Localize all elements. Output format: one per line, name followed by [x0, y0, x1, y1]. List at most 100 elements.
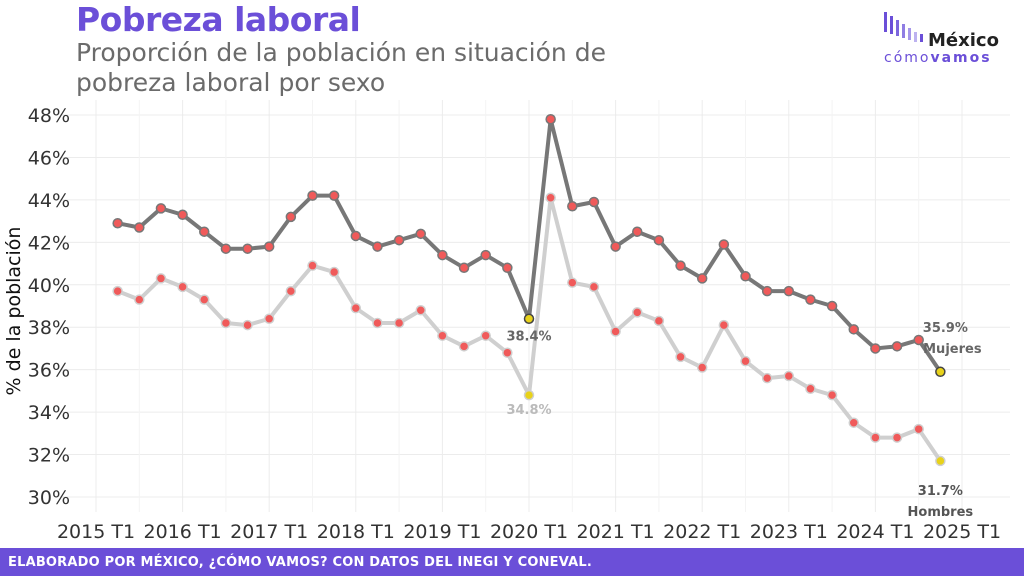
x-tick-label: 2025 T1: [923, 521, 1001, 543]
data-point-hombres: [393, 317, 405, 329]
x-tick-label: 2015 T1: [57, 521, 135, 543]
data-point-mujeres: [112, 217, 123, 229]
chart-title: Pobreza laboral: [76, 0, 361, 39]
data-point-hombres: [740, 355, 751, 367]
data-point-hombres: [480, 330, 491, 341]
data-point-hombres: [199, 294, 210, 305]
data-label-hombres-2020: 34.8%: [506, 403, 551, 418]
logo-text-vamos: vamos: [930, 50, 992, 66]
data-point-mujeres: [891, 341, 903, 352]
data-point-hombres: [588, 281, 600, 293]
data-point-hombres: [177, 281, 188, 293]
data-point-mujeres: [220, 243, 232, 254]
data-point-hombres: [502, 347, 513, 358]
y-tick-label: 36%: [28, 360, 70, 382]
data-point-mujeres: [632, 226, 643, 237]
data-point-mujeres: [653, 234, 665, 246]
data-point-hombres: [696, 362, 708, 373]
data-point-mujeres: [567, 201, 578, 212]
footer-source-text: ELABORADO POR MÉXICO, ¿CÓMO VAMOS? CON D…: [8, 555, 593, 570]
data-point-mujeres: [761, 285, 773, 297]
data-point-mujeres: [458, 262, 470, 274]
data-point-hombres: [134, 294, 145, 305]
x-tick-label: 2018 T1: [317, 521, 395, 543]
data-point-mujeres: [502, 262, 513, 274]
logo-bars-icon: [884, 12, 923, 42]
series-label-hombres: Hombres: [908, 505, 974, 520]
data-point-hombres: [350, 302, 362, 314]
data-point-mujeres: [913, 334, 924, 346]
data-point-hombres: [437, 330, 448, 341]
data-point-mujeres: [437, 249, 448, 261]
chart-subtitle: Proporción de la población en situación …: [76, 38, 606, 97]
data-point-mujeres: [177, 209, 188, 220]
data-point-hombres: [285, 285, 297, 297]
y-tick-label: 32%: [28, 445, 70, 467]
logo-text-como: cómo: [884, 50, 931, 66]
data-point-mujeres: [610, 241, 621, 252]
data-point-mujeres: [545, 113, 556, 125]
data-point-hombres: [372, 317, 383, 329]
data-point-mujeres: [285, 211, 297, 223]
x-tick-label: 2019 T1: [403, 521, 481, 543]
data-point-hombres: [307, 260, 318, 271]
x-tick-label: 2022 T1: [663, 521, 741, 543]
data-point-hombres: [891, 432, 903, 443]
data-point-mujeres: [415, 228, 426, 240]
data-point-mujeres: [783, 285, 795, 297]
y-tick-label: 34%: [28, 402, 70, 424]
x-tick-label: 2023 T1: [750, 521, 828, 543]
y-tick-label: 46%: [28, 147, 70, 169]
data-point-mujeres: [480, 249, 491, 261]
data-point-mujeres: [588, 196, 600, 208]
data-point-mujeres: [372, 241, 383, 252]
data-point-mujeres: [718, 239, 730, 250]
data-point-hombres: [783, 370, 795, 382]
data-point-hombres: [112, 285, 123, 297]
data-point-mujeres: [134, 222, 145, 233]
data-point-mujeres: [696, 273, 708, 284]
y-tick-label: 44%: [28, 190, 70, 212]
data-point-mujeres: [393, 234, 405, 246]
data-point-mujeres: [242, 243, 253, 254]
line-chart: 30% 32% 34% 36% 38% 40% 42% 44% 46% 48% 2015 T1 201…: [3, 100, 1010, 543]
data-label-mujeres-2020: 38.4%: [506, 330, 551, 345]
x-tick-label: 2024 T1: [836, 521, 914, 543]
data-point-mujeres: [935, 366, 946, 378]
data-point-hombres: [675, 351, 686, 363]
data-point-hombres: [913, 423, 924, 435]
data-point-mujeres: [155, 203, 167, 214]
footer-bar: ELABORADO POR MÉXICO, ¿CÓMO VAMOS? CON D…: [0, 548, 1024, 576]
data-point-mujeres: [870, 343, 881, 354]
data-point-mujeres: [263, 241, 275, 252]
data-point-hombres: [718, 319, 730, 331]
data-point-hombres: [632, 307, 643, 318]
series-label-mujeres: Mujeres: [923, 342, 982, 357]
data-point-hombres: [415, 304, 426, 316]
data-point-mujeres: [328, 190, 340, 201]
data-point-mujeres: [307, 190, 318, 201]
data-point-hombres: [328, 266, 340, 278]
data-point-hombres: [220, 317, 232, 329]
data-point-hombres: [848, 417, 859, 428]
y-tick-label: 40%: [28, 275, 70, 297]
data-point-hombres: [155, 273, 167, 284]
data-label-mujeres-last: 35.9%: [923, 321, 968, 336]
x-tick-label: 2020 T1: [490, 521, 568, 543]
y-tick-label: 42%: [28, 232, 70, 254]
x-tick-label: 2017 T1: [230, 521, 308, 543]
data-point-hombres: [263, 313, 275, 324]
data-point-hombres: [870, 432, 881, 443]
x-tick-label: 2016 T1: [144, 521, 222, 543]
x-tick-label: 2021 T1: [577, 521, 655, 543]
data-label-hombres-last: 31.7%: [918, 484, 963, 499]
data-point-hombres: [761, 372, 773, 384]
data-point-mujeres: [740, 271, 751, 282]
data-point-mujeres: [826, 300, 838, 312]
data-point-mujeres: [523, 313, 535, 324]
data-point-mujeres: [199, 226, 210, 237]
y-tick-label: 30%: [28, 487, 70, 509]
logo-text-mexico: México: [928, 30, 999, 51]
y-tick-label: 48%: [28, 105, 70, 127]
data-point-hombres: [610, 326, 621, 337]
